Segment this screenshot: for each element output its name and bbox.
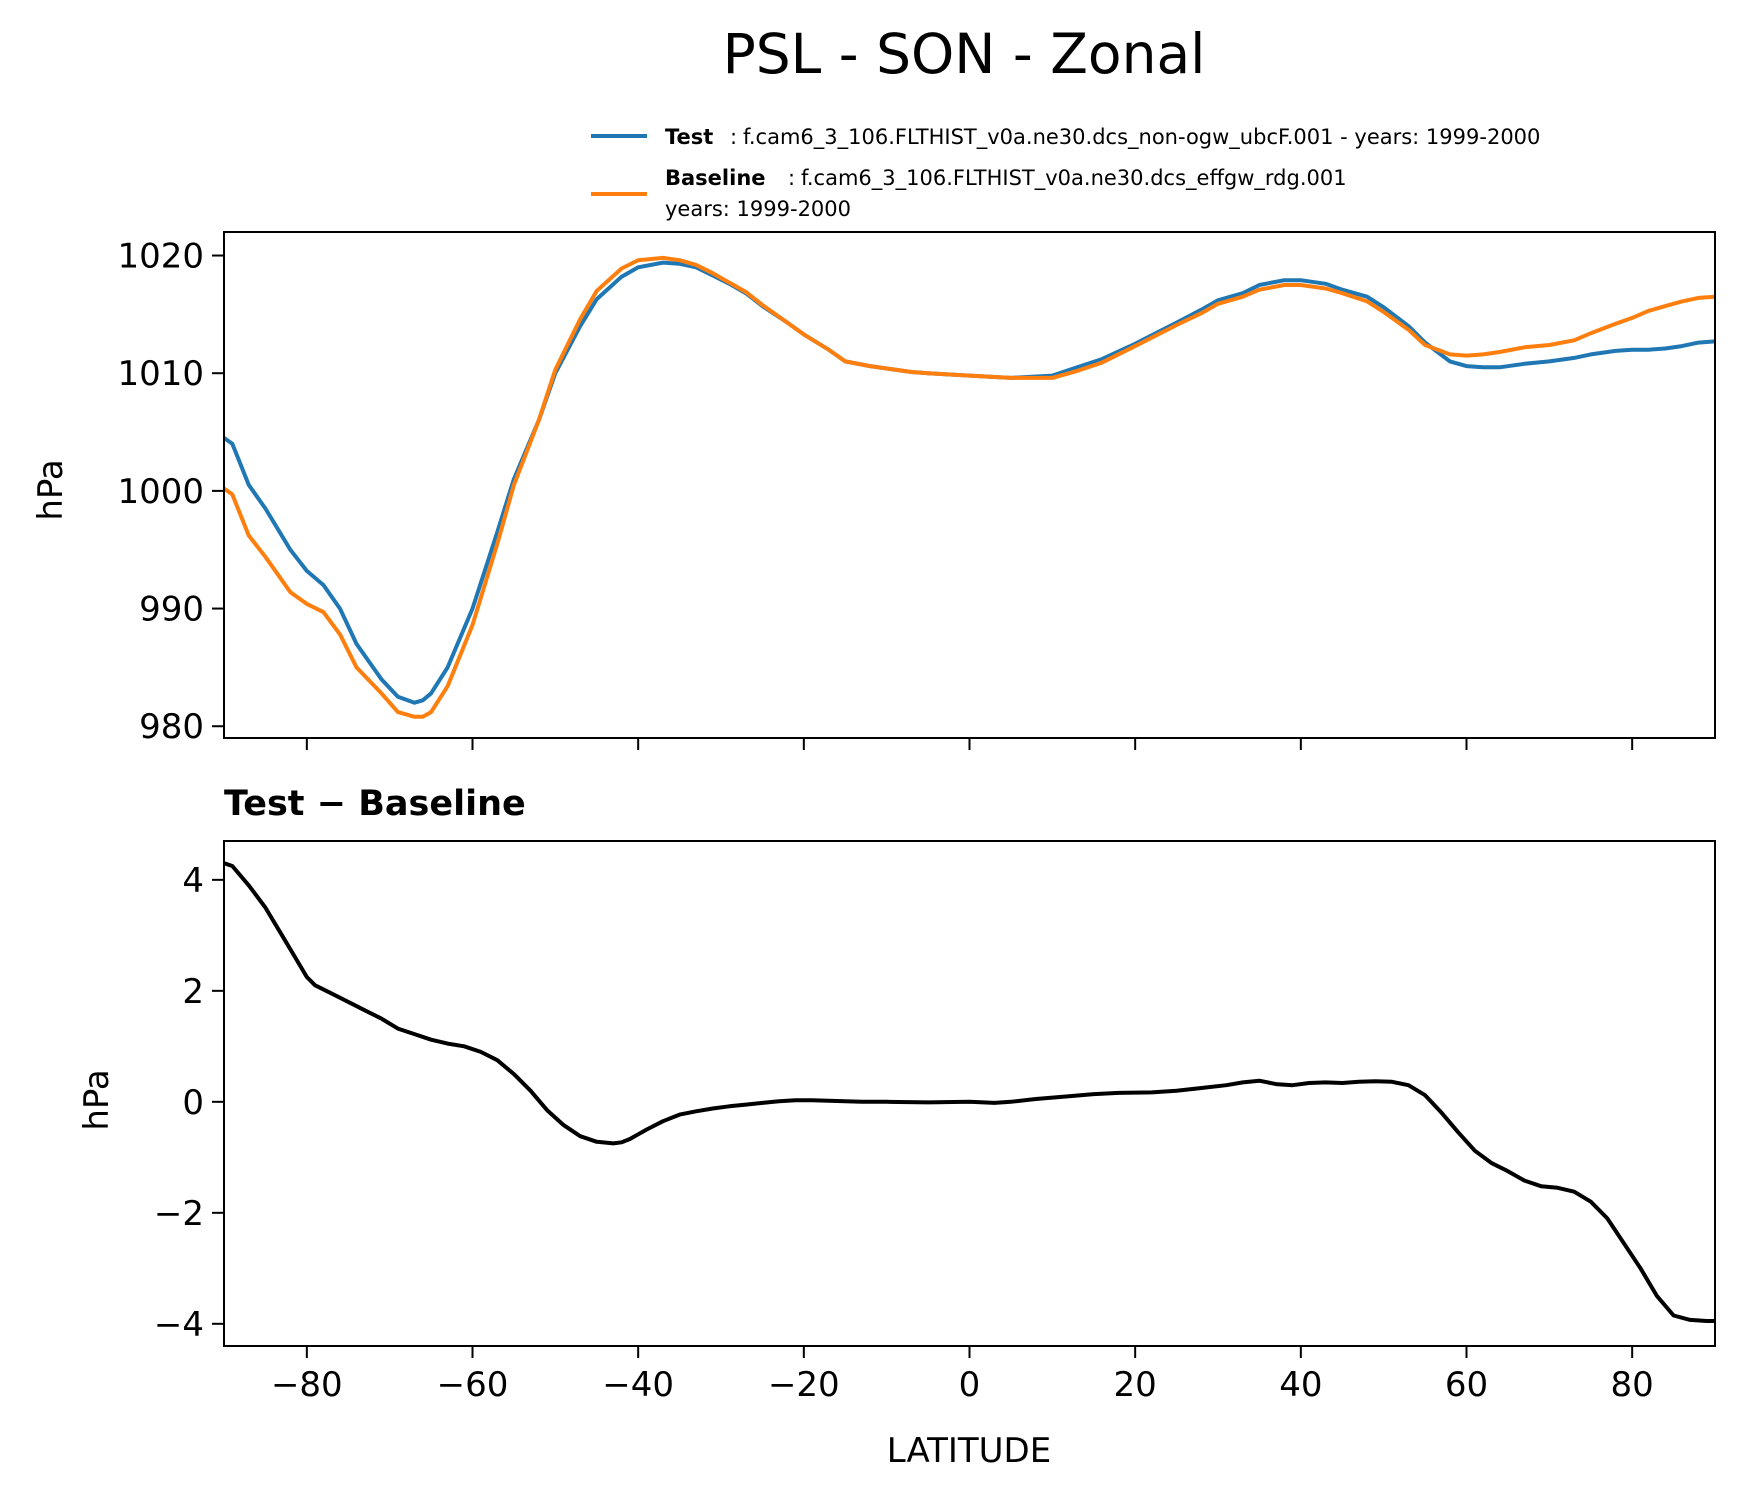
- bottom-xtick-label: 40: [1279, 1365, 1322, 1405]
- bottom-ytick-label: 0: [182, 1083, 204, 1123]
- bottom-xtick-label: −20: [768, 1365, 840, 1405]
- legend-label-baseline: Baseline: [665, 166, 766, 190]
- top-ytick-label: 1010: [117, 354, 204, 394]
- top-ytick-label: 1000: [117, 472, 204, 512]
- bottom-xtick-label: −60: [437, 1365, 509, 1405]
- bottom-ytick-label: 2: [182, 972, 204, 1012]
- top-lines: [222, 255, 1716, 719]
- bottom-ytick-label: −4: [154, 1305, 204, 1345]
- bottom-xtick-label: 20: [1114, 1365, 1157, 1405]
- top-ticks: 980 990 1000 1010 1020: [117, 237, 1634, 750]
- top-panel: hPa 980 990 1000 1010 1020: [31, 231, 1716, 750]
- top-ytick-label: 990: [139, 590, 204, 630]
- legend-sep-test: :: [730, 125, 737, 149]
- legend-text-baseline-years: years: 1999-2000: [665, 197, 851, 221]
- legend-sep-baseline: :: [788, 166, 795, 190]
- legend: Test : f.cam6_3_106.FLTHIST_v0a.ne30.dcs…: [591, 125, 1540, 221]
- bottom-series-test-baseline: [223, 861, 1715, 1323]
- bottom-ytick-label: −2: [154, 1194, 204, 1234]
- bottom-ylabel: hPa: [77, 1069, 117, 1130]
- bottom-ytick-label: 4: [182, 861, 204, 901]
- bottom-xlabel: LATITUDE: [887, 1431, 1051, 1471]
- top-ytick-label: 1020: [117, 237, 204, 277]
- top-series-baseline: [222, 255, 1716, 719]
- legend-text-baseline: f.cam6_3_106.FLTHIST_v0a.ne30.dcs_effgw_…: [801, 166, 1347, 191]
- bottom-xtick-label: 60: [1445, 1365, 1488, 1405]
- legend-label-test: Test: [665, 125, 713, 149]
- bottom-panel: Test − Baseline hPa −80 −60 −40 −20 0 20 40 60 8…: [77, 784, 1716, 1471]
- bottom-panel-title: Test − Baseline: [224, 784, 526, 824]
- bottom-axes-frame: [223, 840, 1716, 1347]
- top-ylabel: hPa: [31, 459, 71, 520]
- top-ytick-label: 980: [139, 707, 204, 747]
- top-axes-frame: [223, 231, 1716, 739]
- bottom-lines: [223, 861, 1715, 1323]
- bottom-xtick-label: −80: [271, 1365, 343, 1405]
- legend-text-test: f.cam6_3_106.FLTHIST_v0a.ne30.dcs_non-og…: [743, 125, 1540, 150]
- bottom-xtick-label: 80: [1611, 1365, 1654, 1405]
- bottom-xtick-label: −40: [602, 1365, 674, 1405]
- bottom-xtick-label: 0: [959, 1365, 981, 1405]
- figure-title: PSL - SON - Zonal: [723, 22, 1206, 86]
